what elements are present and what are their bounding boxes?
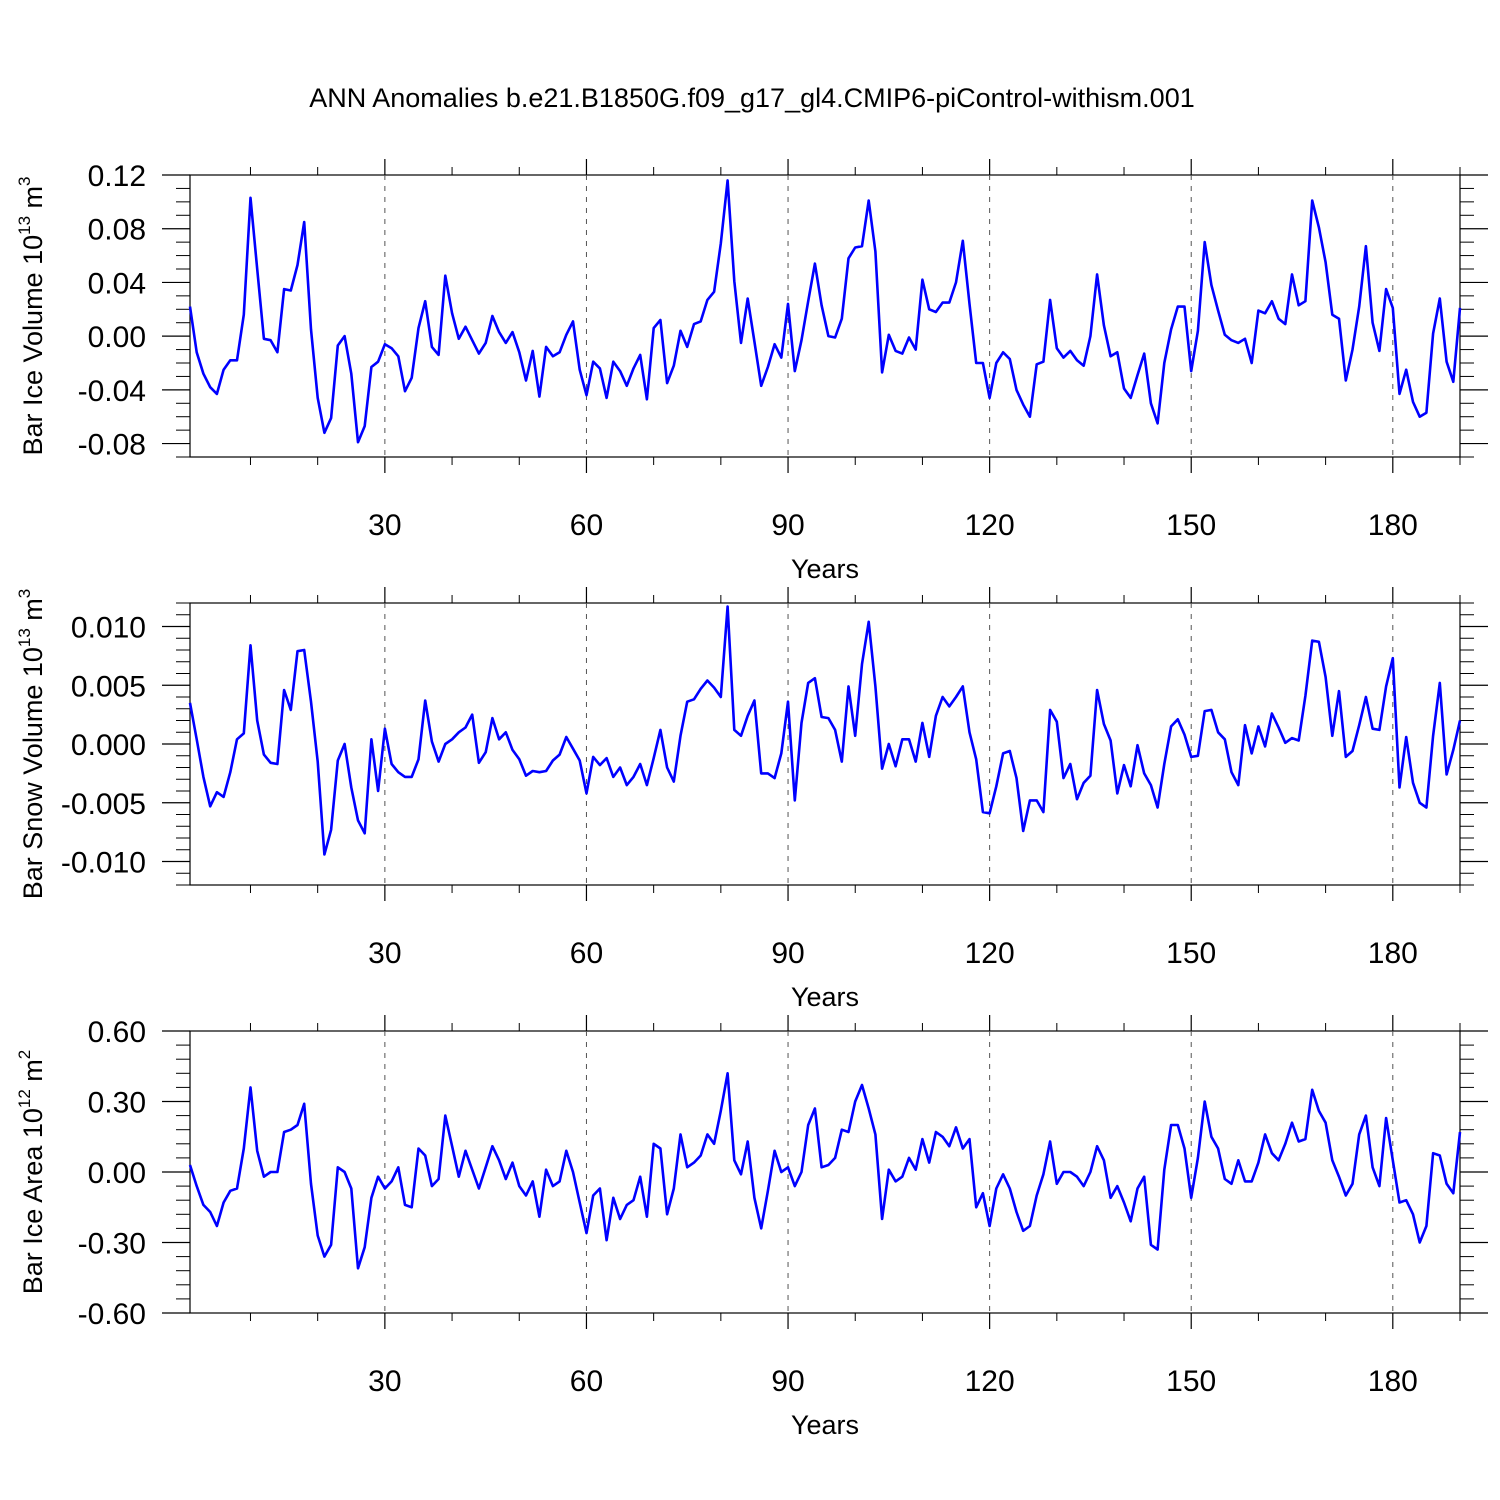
x-tick-label: 30 <box>368 1365 401 1398</box>
x-tick-label: 90 <box>771 937 804 970</box>
y-tick-label: 0.12 <box>88 160 146 193</box>
y-tick-label: -0.30 <box>78 1228 146 1261</box>
x-tick-label: 90 <box>771 509 804 542</box>
x-tick-label: 150 <box>1166 1365 1216 1398</box>
chart-panel-1: 30 60 90 120 150 180 -0.08 -0.04 0.00 0.04 0.08 0.1… <box>15 159 1488 584</box>
x-tick-label: 60 <box>570 937 603 970</box>
x-axis-label: Years <box>791 554 859 584</box>
x-tick-label: 180 <box>1368 1365 1418 1398</box>
x-tick-label: 90 <box>771 1365 804 1398</box>
y-tick-label: 0.00 <box>88 1157 146 1190</box>
x-tick-label: 60 <box>570 1365 603 1398</box>
x-axis-label: Years <box>791 1410 859 1440</box>
x-tick-label: 30 <box>368 509 401 542</box>
y-tick-label: 0.08 <box>88 214 146 247</box>
x-tick-label: 30 <box>368 937 401 970</box>
x-tick-label: 150 <box>1166 937 1216 970</box>
y-tick-label: -0.005 <box>61 788 146 821</box>
y-tick-label: 0.00 <box>88 321 146 354</box>
y-tick-label: -0.08 <box>78 429 146 462</box>
chart-title: ANN Anomalies b.e21.B1850G.f09_g17_gl4.C… <box>309 83 1195 113</box>
y-tick-label: 0.005 <box>71 670 146 703</box>
x-tick-label: 120 <box>965 937 1015 970</box>
y-tick-label: 0.010 <box>71 612 146 645</box>
x-axis-label: Years <box>791 982 859 1012</box>
y-tick-label: 0.000 <box>71 729 146 762</box>
y-axis-label: Bar Ice Area 1012 m2 <box>15 1050 48 1295</box>
x-tick-label: 180 <box>1368 509 1418 542</box>
series-line <box>188 605 1462 856</box>
y-tick-label: 0.30 <box>88 1087 146 1120</box>
y-tick-label: -0.04 <box>78 375 146 408</box>
y-tick-label: -0.60 <box>78 1298 146 1331</box>
x-tick-label: 180 <box>1368 937 1418 970</box>
y-tick-label: 0.60 <box>88 1016 146 1049</box>
series-line <box>188 179 1462 444</box>
x-tick-label: 120 <box>965 1365 1015 1398</box>
plot-frame <box>189 602 1461 886</box>
y-tick-label: -0.010 <box>61 847 146 880</box>
series-line <box>188 1072 1462 1270</box>
y-axis-label: Bar Snow Volume 1013 m3 <box>15 589 48 900</box>
plot-frame <box>189 1030 1461 1314</box>
y-axis-label: Bar Ice Volume 1013 m3 <box>15 176 48 455</box>
x-tick-label: 60 <box>570 509 603 542</box>
chart-panel-2: 30 60 90 120 150 180 -0.010 -0.005 0.000 0.005 0.0… <box>15 587 1488 1012</box>
x-tick-label: 150 <box>1166 509 1216 542</box>
chart-panel-3: 30 60 90 120 150 180 -0.60 -0.30 0.00 0.30 0.60 Yea… <box>15 1015 1488 1440</box>
y-tick-label: 0.04 <box>88 267 146 300</box>
x-tick-label: 120 <box>965 509 1015 542</box>
